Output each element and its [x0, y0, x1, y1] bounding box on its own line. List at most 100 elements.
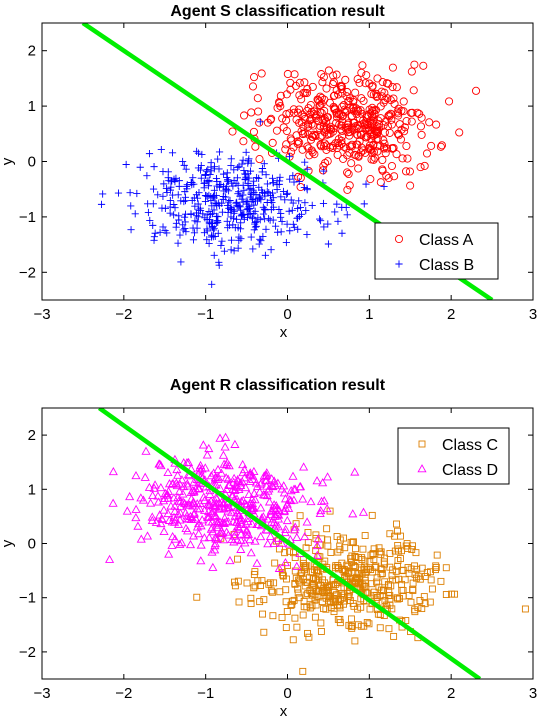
data-point — [256, 598, 264, 606]
data-point — [245, 205, 253, 213]
data-point — [319, 73, 328, 82]
data-point — [420, 161, 429, 170]
data-point — [317, 99, 326, 108]
data-point — [143, 172, 151, 180]
data-point — [352, 545, 359, 553]
data-point — [311, 613, 319, 621]
data-point — [316, 215, 324, 223]
data-point — [303, 165, 311, 173]
x-tick-label: −1 — [197, 306, 214, 323]
data-point — [229, 182, 237, 190]
data-point — [322, 84, 331, 93]
data-point — [319, 496, 329, 505]
data-point — [225, 555, 235, 565]
data-point — [290, 178, 298, 186]
data-point — [290, 108, 299, 117]
y-tick-label: −1 — [19, 590, 36, 607]
data-point — [313, 534, 323, 543]
data-point — [145, 150, 154, 158]
data-point — [332, 70, 341, 79]
legend-label: Class B — [419, 257, 474, 274]
data-point — [239, 156, 247, 164]
data-point — [236, 513, 246, 522]
data-point — [276, 588, 284, 596]
data-point — [202, 450, 212, 459]
data-point — [269, 538, 279, 548]
data-point — [204, 532, 214, 542]
data-point — [373, 142, 382, 151]
chart-title: Agent S classification result — [170, 3, 385, 20]
data-point — [455, 128, 464, 137]
data-point — [290, 223, 298, 231]
legend-marker — [418, 440, 426, 448]
data-point — [245, 174, 253, 182]
data-point — [191, 514, 201, 523]
data-point — [251, 142, 260, 151]
y-tick-label: −2 — [19, 644, 36, 661]
data-point — [436, 142, 445, 151]
data-point — [368, 511, 376, 519]
data-point — [370, 106, 379, 115]
data-point — [372, 121, 381, 131]
data-point — [213, 474, 223, 483]
data-point — [387, 120, 396, 129]
data-point — [312, 550, 322, 559]
data-point — [233, 521, 243, 531]
data-point — [213, 472, 223, 481]
data-point — [398, 586, 406, 594]
data-point — [141, 446, 151, 455]
y-tick-label: −1 — [19, 209, 36, 226]
data-point — [235, 202, 243, 210]
x-tick-label: 1 — [365, 306, 373, 323]
data-point — [256, 531, 266, 541]
data-point — [227, 213, 235, 221]
data-point — [426, 598, 434, 606]
data-point — [317, 619, 325, 627]
data-point — [144, 208, 153, 217]
data-point — [262, 225, 270, 233]
data-point — [357, 109, 367, 118]
data-point — [170, 211, 178, 219]
data-point — [298, 494, 308, 503]
data-point — [329, 77, 338, 87]
data-point — [296, 173, 305, 182]
data-point — [319, 576, 326, 584]
data-point — [362, 180, 370, 188]
data-point — [362, 71, 371, 80]
data-point — [315, 97, 324, 106]
data-point — [193, 218, 201, 226]
data-point — [208, 280, 216, 288]
data-point — [380, 139, 389, 148]
data-point — [314, 116, 323, 125]
data-point — [189, 508, 199, 517]
data-point — [315, 101, 324, 110]
data-point — [384, 173, 393, 183]
data-point — [260, 596, 268, 604]
data-point — [195, 463, 205, 472]
data-point — [114, 189, 123, 197]
data-point — [174, 239, 182, 247]
data-point — [250, 73, 259, 82]
data-point — [219, 535, 229, 544]
data-point — [231, 578, 238, 586]
x-tick-label: 3 — [529, 306, 537, 323]
data-point — [263, 198, 271, 207]
x-tick-label: −3 — [33, 685, 50, 702]
data-point — [167, 540, 177, 549]
data-point — [325, 582, 333, 590]
data-point — [224, 224, 232, 232]
data-point — [301, 582, 309, 590]
x-tick-label: −2 — [115, 685, 132, 702]
data-point — [381, 149, 390, 158]
data-point — [269, 194, 277, 202]
data-point — [163, 188, 171, 197]
data-point — [255, 183, 263, 191]
data-point — [291, 554, 299, 561]
data-point — [384, 581, 392, 589]
data-point — [388, 82, 397, 92]
data-point — [277, 193, 285, 201]
data-point — [245, 155, 253, 163]
data-point — [257, 237, 265, 245]
data-point — [337, 121, 346, 130]
data-point — [249, 245, 257, 253]
